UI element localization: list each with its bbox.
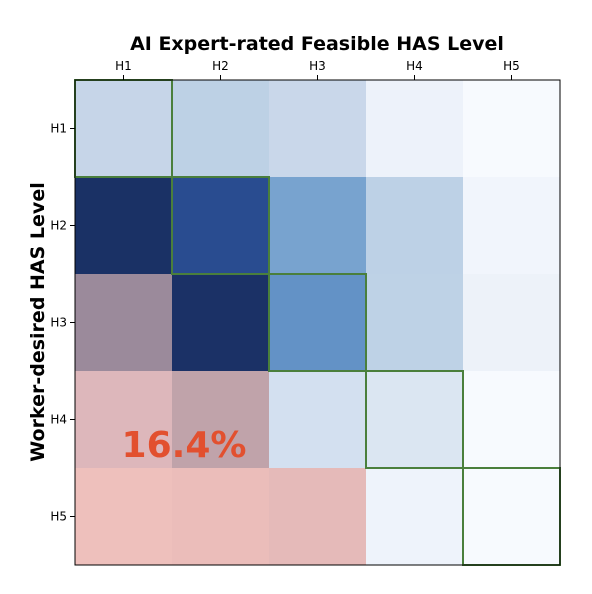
heatmap-cell-H4-H3	[269, 371, 367, 469]
heatmap-cell-H1-H5	[463, 80, 561, 178]
y-tick-label-H3: H3	[50, 316, 67, 330]
heatmap-cell-H2-H3	[269, 177, 367, 275]
y-tick-label-H5: H5	[50, 510, 67, 524]
y-tick-label-H4: H4	[50, 413, 67, 427]
x-axis-title: AI Expert-rated Feasible HAS Level	[130, 33, 504, 55]
diagonal-highlight-H3-H3	[268, 273, 367, 372]
heatmap-cell-H2-H4	[366, 177, 464, 275]
heatmap-cell-H5-H3	[269, 468, 367, 566]
annotation-percentage: 16.4%	[122, 425, 247, 466]
heatmap-cell-H3-H5	[463, 274, 561, 372]
heatmap-cell-H1-H2	[172, 80, 270, 178]
heatmap-cell-H4-H5	[463, 371, 561, 469]
y-tick-label-H1: H1	[50, 122, 67, 136]
heatmap-cell-H4-H4	[366, 371, 464, 469]
heatmap-cell-H3-H3	[269, 274, 367, 372]
heatmap-cell-H3-H1	[75, 274, 173, 372]
heatmap-cell-H2-H2	[172, 177, 270, 275]
x-ticks: H1 H2 H3 H4 H5	[115, 59, 520, 80]
x-tick-label-H2: H2	[212, 59, 229, 73]
heatmap-cell-H1-H3	[269, 80, 367, 178]
heatmap-cell-H5-H4	[366, 468, 464, 566]
x-tick-label-H5: H5	[503, 59, 520, 73]
heatmap-cell-H5-H5	[463, 468, 561, 566]
heatmap-cell-H5-H2	[172, 468, 270, 566]
y-tick-label-H2: H2	[50, 219, 67, 233]
heatmap-cell-H4-H1	[75, 371, 173, 469]
heatmap-cell-H3-H2	[172, 274, 270, 372]
diagonal-highlight-H4-H4	[365, 370, 464, 469]
heatmap-cell-H2-H5	[463, 177, 561, 275]
heatmap-cell-H4-H2	[172, 371, 270, 469]
cells-layer	[75, 80, 561, 566]
heatmap-cell-H5-H1	[75, 468, 173, 566]
x-tick-label-H1: H1	[115, 59, 132, 73]
y-axis-title: Worker-desired HAS Level	[27, 182, 49, 461]
x-tick-label-H3: H3	[309, 59, 326, 73]
heatmap-cell-H3-H4	[366, 274, 464, 372]
heatmap-cell-H1-H1	[75, 80, 173, 178]
heatmap-cell-H2-H1	[75, 177, 173, 275]
y-ticks: H1 H2 H3 H4 H5	[50, 122, 75, 524]
heatmap-cell-H1-H4	[366, 80, 464, 178]
diagonal-highlight-H2-H2	[171, 176, 270, 275]
x-tick-label-H4: H4	[406, 59, 423, 73]
